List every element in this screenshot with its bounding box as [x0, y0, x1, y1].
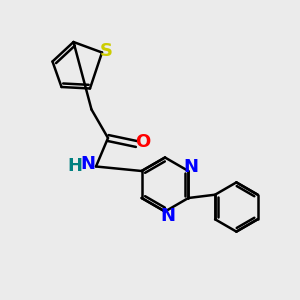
Text: N: N — [80, 155, 95, 173]
Text: N: N — [160, 207, 175, 225]
Text: H: H — [67, 157, 82, 175]
Text: O: O — [136, 133, 151, 151]
Text: S: S — [100, 42, 113, 60]
Text: N: N — [183, 158, 198, 175]
